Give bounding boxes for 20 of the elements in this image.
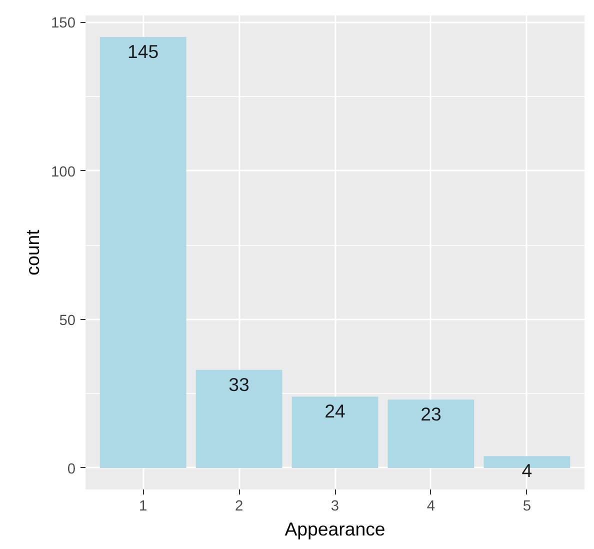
bar: [196, 370, 282, 468]
data-label: 4: [522, 460, 532, 482]
y-tick-label: 150: [51, 16, 76, 32]
x-tick-label: 3: [330, 498, 340, 514]
y-tick-label: 0: [67, 461, 76, 478]
x-axis-title: Appearance: [284, 518, 386, 540]
data-label: 145: [128, 41, 159, 62]
data-label: 33: [228, 374, 250, 395]
y-tick-label: 50: [59, 312, 76, 329]
bar: [292, 396, 378, 468]
data-label: 24: [324, 400, 346, 422]
x-tick-label: 2: [234, 498, 244, 514]
x-tick-label: 4: [426, 498, 436, 514]
y-tick-label: 100: [51, 164, 76, 180]
x-tick-label: 5: [522, 498, 532, 514]
y-axis-title: count: [22, 228, 44, 276]
data-label: 23: [420, 404, 442, 425]
bar: [388, 400, 474, 468]
x-tick-label: 1: [139, 498, 148, 514]
bar: [100, 37, 186, 468]
